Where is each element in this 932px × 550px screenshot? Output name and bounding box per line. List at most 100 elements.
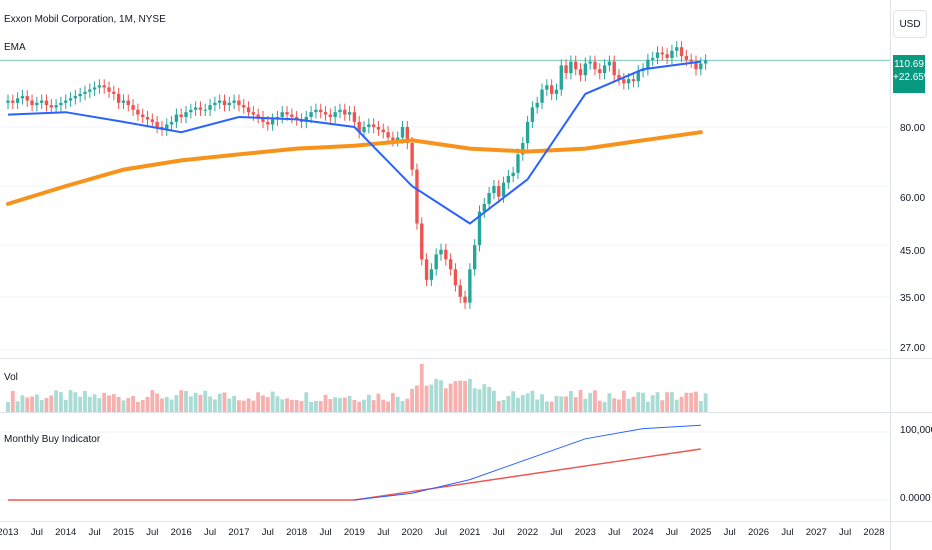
candle-body: [405, 127, 410, 144]
candle-body: [64, 100, 68, 103]
volume-bar: [477, 389, 482, 412]
candle-body: [107, 87, 111, 92]
candle-body: [646, 59, 650, 70]
candle-body: [44, 100, 49, 106]
volume-bar: [289, 399, 294, 412]
candle-body: [439, 249, 443, 255]
time-tick-label: Jul: [781, 527, 794, 538]
candle-body: [150, 119, 155, 122]
candle-body: [246, 107, 251, 113]
ema-short-line: [7, 60, 701, 225]
candle-body: [472, 245, 477, 270]
pane-divider-1[interactable]: [0, 358, 932, 359]
volume-bar: [241, 400, 246, 412]
price-tick-27: 27.00: [900, 343, 926, 354]
volume-bar: [674, 399, 679, 412]
time-tick-label: 2028: [863, 527, 885, 538]
price-chart[interactable]: [0, 0, 890, 360]
volume-bar: [280, 399, 285, 412]
candle-body: [131, 105, 135, 110]
volume-bar: [15, 401, 20, 412]
candle-body: [30, 100, 34, 106]
volume-bar: [121, 400, 126, 412]
volume-bar: [540, 394, 544, 412]
volume-chart[interactable]: [0, 360, 890, 413]
volume-bar: [520, 395, 525, 412]
volume-bar: [463, 380, 467, 412]
volume-bar: [439, 380, 443, 412]
candle-body: [165, 124, 169, 130]
candle-body: [554, 89, 559, 94]
volume-bar: [458, 380, 463, 412]
candle-body: [492, 186, 496, 194]
volume-bar: [34, 394, 39, 412]
candle-body: [617, 75, 621, 80]
candle-body: [68, 98, 73, 101]
symbol-title[interactable]: Exxon Mobil Corporation, 1M, NYSE: [4, 14, 166, 25]
volume-bar: [285, 398, 289, 412]
volume-bar: [179, 390, 184, 412]
volume-bar: [237, 400, 241, 412]
volume-bar: [313, 400, 318, 412]
indicator-legend-label[interactable]: Monthly Buy Indicator: [4, 434, 101, 445]
candle-body: [208, 105, 212, 110]
candle-body: [424, 259, 429, 280]
volume-bar: [602, 401, 607, 412]
candle-body: [73, 96, 78, 99]
volume-bar: [491, 390, 496, 412]
time-tick-label: Jul: [665, 527, 678, 538]
time-tick-label: Jul: [146, 527, 159, 538]
candle-body: [463, 296, 467, 303]
volume-bar: [347, 395, 352, 412]
volume-bar: [338, 398, 342, 412]
volume-bar: [107, 395, 111, 412]
volume-bar: [621, 390, 626, 412]
candle-body: [670, 50, 674, 58]
candle-body: [141, 114, 145, 117]
candle-body: [6, 100, 10, 103]
candle-body: [256, 114, 260, 117]
volume-bar: [496, 401, 501, 412]
volume-bar: [203, 390, 208, 412]
candle-body: [323, 112, 328, 115]
volume-bar: [578, 390, 583, 412]
volume-bar: [342, 397, 347, 412]
volume-bar: [482, 384, 487, 412]
candle-body: [501, 182, 506, 197]
candle-body: [347, 112, 352, 115]
candle-body: [83, 91, 87, 94]
currency-button[interactable]: USD: [893, 10, 927, 38]
candle-body: [266, 121, 270, 125]
time-tick-label: 2014: [55, 527, 77, 538]
volume-legend-label[interactable]: Vol: [4, 372, 18, 383]
candle-body: [54, 105, 58, 108]
candle-body: [290, 114, 294, 117]
volume-bar: [174, 395, 179, 412]
time-tick-label: 2020: [401, 527, 423, 538]
time-tick-label: Jul: [319, 527, 332, 538]
candle-body: [703, 60, 708, 64]
candle-body: [564, 65, 568, 74]
volume-bar: [390, 393, 395, 412]
candle-body: [227, 102, 231, 106]
volume-bar: [381, 399, 386, 412]
ema-legend-label[interactable]: EMA: [4, 42, 26, 53]
time-tick-label: Jul: [261, 527, 274, 538]
candle-body: [487, 193, 491, 204]
time-tick-label: Jul: [88, 527, 101, 538]
candle-body: [400, 127, 405, 138]
volume-bar: [150, 390, 155, 412]
candle-body: [535, 102, 539, 108]
volume-bar: [376, 393, 381, 412]
candle-body: [521, 143, 525, 155]
pane-divider-2[interactable]: [0, 412, 932, 413]
indicator-chart[interactable]: [0, 413, 890, 521]
volume-bar: [410, 388, 415, 412]
time-tick-label: 2022: [517, 527, 539, 538]
volume-bar: [424, 385, 429, 412]
candle-body: [136, 109, 140, 115]
volume-bar: [636, 392, 641, 412]
volume-bar: [525, 393, 530, 412]
candle-body: [121, 100, 126, 103]
candle-body: [49, 105, 53, 108]
